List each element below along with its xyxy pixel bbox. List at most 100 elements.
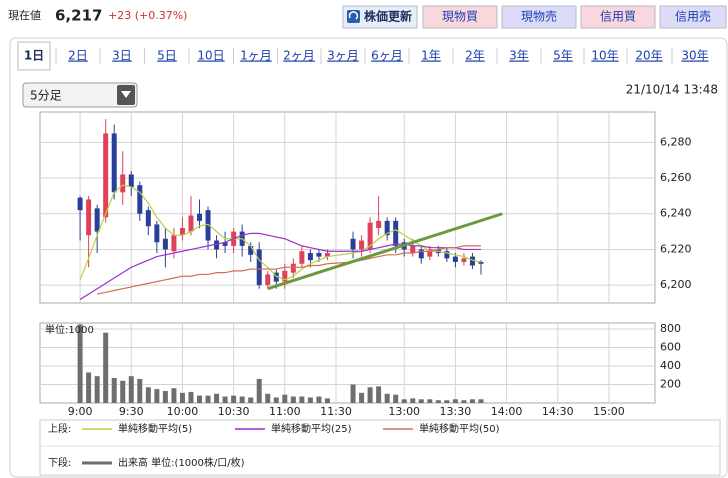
button[interactable] [422, 5, 498, 29]
tab[interactable]: 2日 [68, 49, 88, 63]
interval-select[interactable] [22, 82, 138, 108]
button[interactable] [501, 5, 577, 29]
candle-body [188, 215, 194, 232]
tab[interactable]: 20年 [635, 49, 662, 63]
candle-body [171, 235, 177, 252]
candle-body [214, 240, 220, 250]
volume-bar [197, 395, 203, 403]
candle-body [128, 174, 134, 187]
candle-body [316, 253, 322, 257]
candle-body [265, 274, 271, 286]
tab[interactable]: 6ヶ月 [371, 49, 403, 63]
volume-bar [350, 384, 356, 403]
tab[interactable]: 3ヶ月 [327, 49, 359, 63]
x-tick-label: 9:00 [68, 405, 93, 418]
tab[interactable]: 30年 [681, 49, 708, 63]
volume-bar [444, 400, 450, 403]
volume-bar [435, 400, 441, 403]
volume-bar [367, 387, 373, 403]
volume-bar [265, 393, 271, 403]
candle-body [469, 256, 475, 266]
candle-body [359, 240, 365, 250]
candle-body [256, 249, 262, 286]
tab[interactable]: 2年 [465, 49, 485, 63]
candle-body [367, 222, 373, 250]
button-label[interactable]: 現物売 [521, 9, 557, 24]
tab[interactable]: 5日 [157, 49, 177, 63]
volume-bar [359, 392, 365, 403]
legend-entry: 単純移動平均(50) [419, 422, 500, 435]
legend-box [39, 419, 721, 476]
button-label[interactable]: 株価更新 [364, 9, 412, 24]
interval-label: 5分足 [30, 89, 62, 103]
candle-body [461, 258, 467, 262]
candle-body [410, 245, 416, 254]
y-tick-label: 6,280 [660, 135, 692, 148]
candle-body [137, 185, 143, 214]
x-tick-label: 13:30 [440, 405, 472, 418]
volume-bar [452, 399, 458, 403]
candle-body [154, 224, 160, 243]
y-tick-label: 800 [660, 322, 681, 335]
tab[interactable]: 1日 [24, 49, 44, 63]
timestamp: 21/10/14 13:48 [626, 83, 718, 97]
trendline [267, 212, 503, 291]
candle-body [290, 263, 296, 273]
button[interactable] [659, 5, 727, 29]
ma-line [97, 245, 481, 295]
volume-bar [307, 397, 313, 403]
candle-body [376, 220, 382, 229]
x-tick-label: 9:30 [119, 405, 144, 418]
volume-bar [231, 395, 237, 403]
candle-body [307, 253, 313, 261]
volume-bar [299, 396, 305, 403]
tab[interactable]: 1年 [421, 49, 441, 63]
button-label[interactable]: 信用売 [675, 9, 711, 24]
tab[interactable]: 3日 [112, 49, 132, 63]
legend-entry: 単純移動平均(5) [118, 422, 192, 435]
volume-bar [376, 386, 382, 403]
candle-body [162, 238, 168, 250]
volume-bar [205, 395, 211, 403]
button[interactable] [342, 5, 418, 29]
candle-body [103, 133, 109, 218]
tab[interactable]: 5年 [553, 49, 573, 63]
x-tick-label: 11:30 [320, 405, 352, 418]
volume-bar [256, 378, 262, 403]
candle-body [145, 210, 151, 227]
tab[interactable]: 2ヶ月 [283, 49, 315, 63]
volume-bar [86, 372, 92, 403]
button[interactable] [580, 5, 656, 29]
tab[interactable]: 10年 [591, 49, 618, 63]
legend-entry: 出来高 単位:(1000株/口/枚) [118, 456, 245, 469]
volume-bar [128, 376, 134, 403]
volume-bar [214, 393, 220, 403]
price-change: +23 (+0.37%) [108, 9, 187, 22]
candle-body [384, 220, 390, 236]
volume-bar [282, 394, 288, 403]
x-tick-label: 10:00 [167, 405, 199, 418]
volume-bar [316, 396, 322, 403]
y-tick-label: 200 [660, 378, 681, 391]
volume-bar [401, 399, 407, 403]
volume-bar [461, 400, 467, 403]
candle-body [350, 238, 356, 250]
volume-bar [239, 396, 245, 403]
volume-bar [77, 324, 83, 403]
candle-body [248, 245, 254, 255]
candle-body [452, 256, 458, 262]
tab[interactable]: 10日 [197, 49, 224, 63]
legend-label: 下段: [48, 456, 71, 469]
button-label[interactable]: 信用買 [600, 10, 636, 24]
tab[interactable]: 3年 [509, 49, 529, 63]
y-tick-label: 6,220 [660, 242, 692, 255]
volume-bar [120, 380, 126, 403]
candle-body [418, 249, 424, 259]
volume-bar [478, 399, 484, 403]
button-label[interactable]: 現物買 [442, 10, 478, 24]
candle-body [205, 210, 211, 241]
y-tick-label: 600 [660, 341, 681, 354]
volume-bar [137, 378, 143, 403]
tab[interactable]: 1ヶ月 [240, 49, 272, 63]
